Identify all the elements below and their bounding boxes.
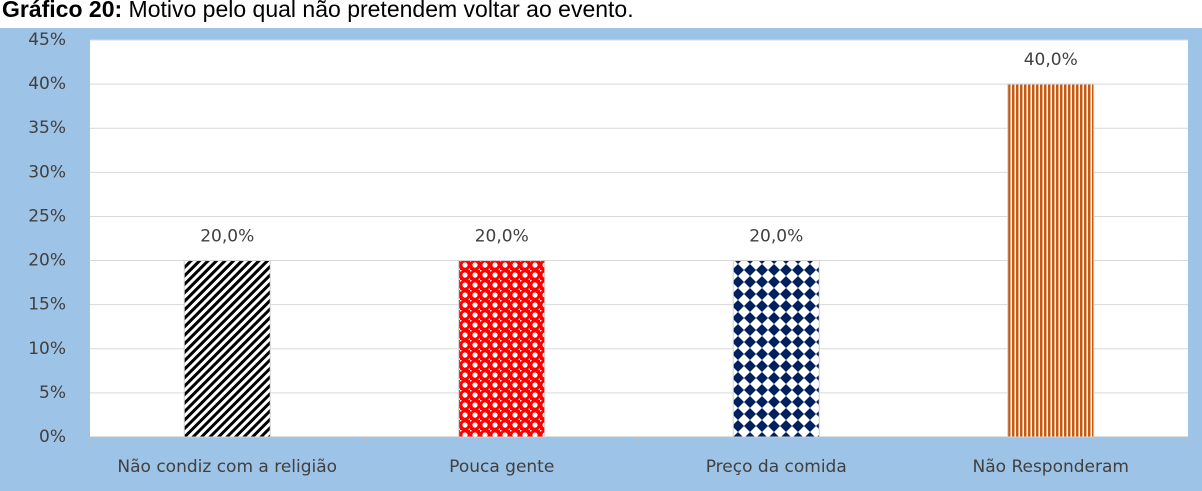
- data-label: 20,0%: [475, 227, 529, 247]
- y-tick-label: 0%: [39, 427, 66, 447]
- data-label: 20,0%: [200, 227, 254, 247]
- chart-title: Gráfico 20: Motivo pelo qual não pretend…: [2, 0, 634, 22]
- y-tick-label: 40%: [28, 74, 66, 94]
- bar: [183, 260, 271, 438]
- plot-area: [90, 40, 1188, 437]
- y-tick-label: 30%: [28, 162, 66, 182]
- y-tick-label: 10%: [28, 339, 66, 359]
- x-tick-label: Pouca gente: [449, 457, 554, 477]
- x-tick-label: Não Responderam: [973, 457, 1130, 477]
- bar: [1007, 83, 1095, 438]
- y-tick-label: 35%: [28, 118, 66, 138]
- data-label: 20,0%: [749, 227, 803, 247]
- bar: [732, 260, 820, 438]
- title-text: Motivo pelo qual não pretendem voltar ao…: [129, 0, 634, 22]
- data-label: 40,0%: [1024, 50, 1078, 70]
- x-tick-label: Não condiz com a religião: [117, 457, 337, 477]
- x-tick-label: Preço da comida: [706, 457, 847, 477]
- y-tick-label: 20%: [28, 251, 66, 271]
- y-tick-label: 5%: [39, 383, 66, 403]
- y-tick-label: 15%: [28, 295, 66, 315]
- bar: [458, 260, 546, 438]
- y-tick-label: 45%: [28, 30, 66, 50]
- title-label: Gráfico 20:: [2, 0, 122, 22]
- y-tick-label: 25%: [28, 206, 66, 226]
